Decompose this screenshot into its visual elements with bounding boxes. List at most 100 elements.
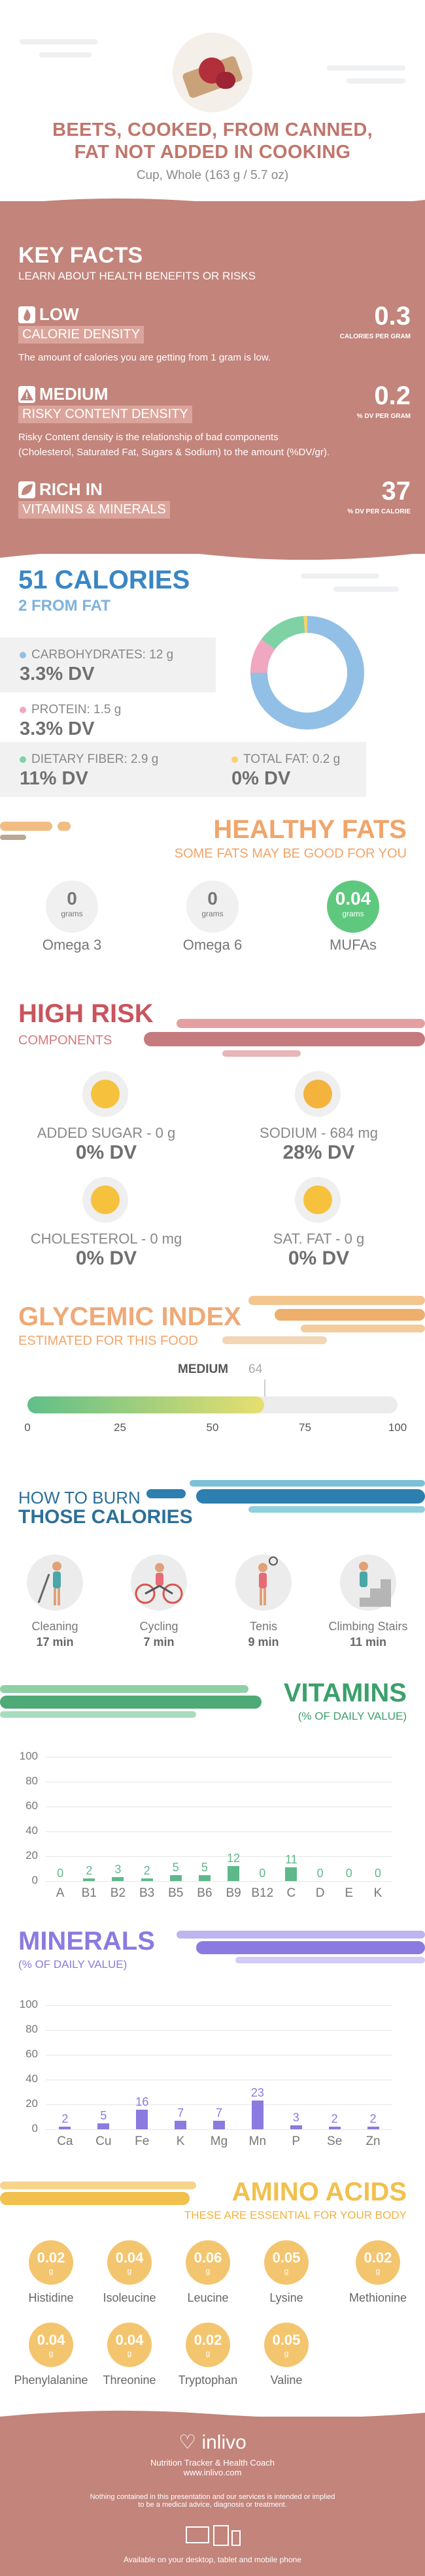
mufas-circle: 0.04 grams [327,880,379,933]
mineral-bar-zn [367,2127,379,2129]
glycemic-tick: 75 [299,1421,311,1434]
key-facts-title: KEY FACTS [18,243,143,268]
omega3-name: Omega 3 [42,937,102,953]
amino-circle-isoleucine: 0.04 g [107,2240,152,2285]
glycemic-tick: 100 [388,1421,407,1434]
cycling-icon [131,1554,187,1611]
calorie-density-desc: The amount of calories you are getting f… [18,352,271,363]
mineral-value-label: 2 [369,2112,377,2126]
vitamins-density-level: RICH IN [39,479,103,499]
decor-stripe [190,1480,425,1487]
flame-icon [18,306,35,323]
amino-name: Threonine [103,2374,156,2387]
vitamin-category-label: E [345,1886,354,1900]
minerals-subtitle: (% OF DAILY VALUE) [18,1958,128,1971]
vitamin-value-label: 5 [172,1860,179,1874]
vitamin-category-label: B6 [197,1886,212,1900]
omega6-unit: grams [201,909,224,918]
decor-stripe [0,822,52,831]
vitamin-category-label: B2 [110,1886,126,1900]
amino-name: Tryptophan [178,2374,238,2387]
decor-stripe [0,1685,248,1693]
vitamin-category-label: A [56,1886,65,1900]
y-tick-label: 80 [26,1775,38,1787]
decor-stripe [222,1336,327,1344]
donut-slice-dietary-fiber [261,616,305,650]
amino-circle-phenylalanine: 0.04 g [29,2323,73,2367]
glycemic-tick: 25 [114,1421,126,1434]
amino-circle-histidine: 0.02 g [29,2240,73,2285]
protein-dot [20,707,26,713]
glycemic-tick: 50 [206,1421,219,1434]
amino-name: Valine [270,2374,303,2387]
amino-value: 0.04 [37,2332,65,2348]
amino-unit: g [127,2349,132,2358]
y-tick-label: 60 [26,1799,38,1812]
vitamins-density-value: 37 [381,477,411,506]
footer-url[interactable]: www.inlivo.com [183,2468,242,2477]
carbs-dv: 3.3% DV [20,664,95,684]
grid-line [46,2005,392,2006]
decor-stripe [0,835,26,840]
serving-size: Cup, Whole (163 g / 5.7 oz) [136,169,289,182]
burn-title-2: THOSE CALORIES [18,1506,193,1528]
risky-density-row: MEDIUM RISKY CONTENT DENSITY 0.2 % DV PE… [18,381,411,460]
amino-name: Histidine [28,2291,74,2304]
cleaning-icon [27,1554,83,1611]
amino-value: 0.05 [272,2332,301,2348]
added-sugar-face-icon [82,1071,128,1117]
grid-line [46,1856,392,1857]
cycling-name: Cycling [139,1620,178,1633]
vitamin-value-label: 12 [227,1852,241,1865]
brand-logo[interactable]: ♡ inlivo [0,2431,425,2454]
glycemic-value: 64 [248,1362,263,1376]
vitamin-value-label: 0 [316,1867,324,1880]
amino-value: 0.02 [37,2249,65,2266]
mufas-value: 0.04 [335,888,371,909]
minerals-title: MINERALS [18,1927,155,1956]
fat-dot [231,756,238,763]
decor-stripe [144,1032,425,1046]
food-image [173,33,252,112]
vitamin-value-label: 5 [201,1860,208,1874]
calories-from-fat: 2 FROM FAT [18,597,110,615]
mineral-category-label: Fe [135,2134,150,2148]
protein-box: PROTEIN: 1.5 g 3.3% DV [0,692,216,747]
vitamin-bar-b9 [228,1866,240,1881]
amino-unit: g [127,2266,132,2276]
amino-circle-lysine: 0.05 g [264,2240,309,2285]
mineral-category-label: P [292,2134,301,2148]
mineral-bar-se [328,2127,341,2129]
climbing-stairs-name: Climbing Stairs [328,1620,408,1633]
sat-fat-face-icon [295,1177,341,1223]
amino-name: Leucine [187,2291,229,2304]
donut-slice-protein [250,639,275,673]
amino-name: Lysine [269,2291,303,2304]
vitamin-category-label: B1 [81,1886,97,1900]
devices-icon [0,2523,425,2552]
decor-stripe [0,2182,196,2189]
decor-stripe [177,1931,425,1939]
decor-stripe [196,1489,425,1504]
decor-cloud [327,65,405,71]
fiber-dv: 11% DV [20,768,88,789]
mineral-value-label: 7 [215,2106,222,2119]
risky-density-desc: Risky Content density is the relationshi… [18,430,411,460]
vitamin-value-label: 2 [143,1864,150,1878]
calorie-density-label: CALORIE DENSITY [18,326,144,344]
y-tick-label: 80 [26,2023,38,2035]
glycemic-marker [264,1379,266,1396]
omega6-circle: 0 grams [186,880,239,933]
glycemic-ticks: 0 25 50 75 100 [24,1421,407,1437]
climbing-stairs-icon [340,1554,396,1611]
vitamin-value-label: 0 [259,1867,266,1880]
vitamin-category-label: K [373,1886,382,1900]
vitamin-value-label: 11 [285,1853,298,1867]
glycemic-title: GLYCEMIC INDEX [18,1302,241,1331]
footer: ♡ inlivo Nutrition Tracker & Health Coac… [0,2417,425,2576]
added-sugar-label: ADDED SUGAR - 0 g [37,1125,176,1141]
decor-stripe [177,1019,425,1028]
mineral-category-label: Ca [57,2134,73,2148]
glycemic-fill [27,1396,265,1413]
fiber-box: DIETARY FIBER: 2.9 g 11% DV [0,742,216,797]
